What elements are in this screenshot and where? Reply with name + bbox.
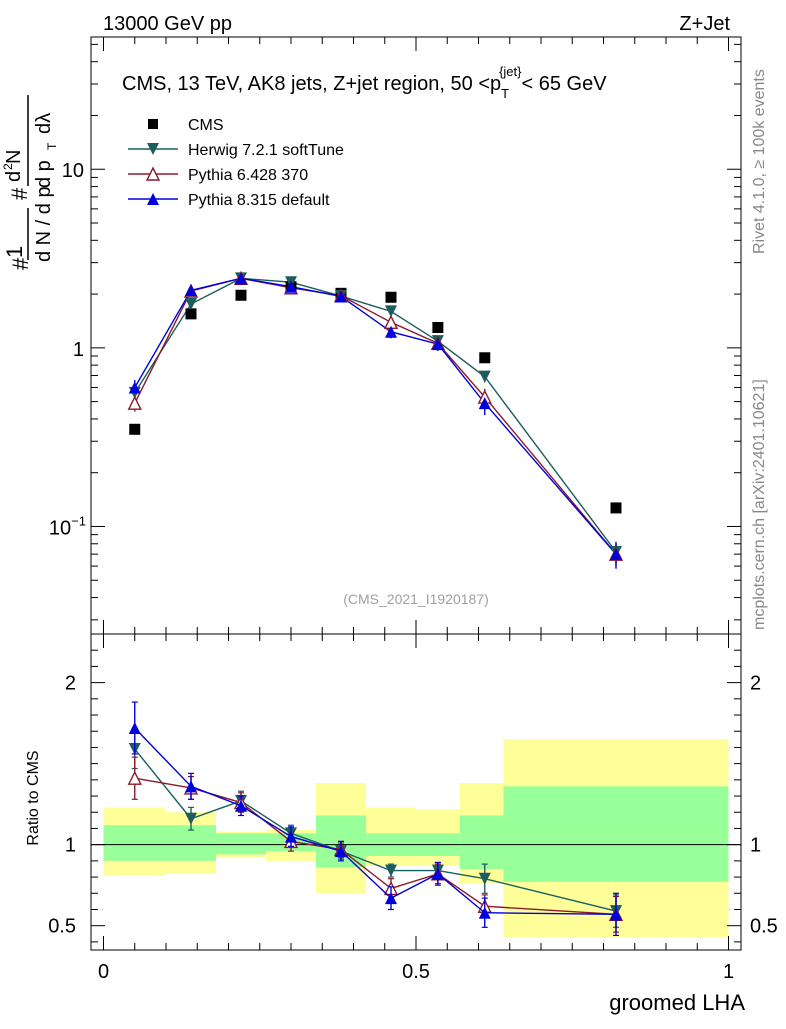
x-tick-label: 1 [723, 961, 734, 983]
ratio-point-triangle-up [185, 780, 197, 793]
analysis-tag: (CMS_2021_I1920187) [343, 591, 489, 607]
ratio-band-stat [216, 833, 266, 855]
rivet-version-label: Rivet 4.1.0, ≥ 100k events [751, 69, 768, 254]
main-plot-marks [127, 270, 624, 569]
main-point-triangle-up [431, 338, 444, 351]
main-point-triangle-up [335, 290, 347, 303]
ratio-y-tick-label-left: 0.5 [48, 916, 76, 938]
x-axis: 0 0.5 1 [98, 37, 734, 983]
x-axis-label: groomed LHA [609, 990, 745, 1015]
legend-label: Herwig 7.2.1 softTune [188, 142, 344, 159]
ratio-point-triangle-down [385, 864, 397, 877]
legend-marker [147, 193, 159, 205]
ratio-point-triangle-up [235, 799, 247, 812]
main-point-triangle-down [478, 370, 491, 383]
svg-text:d p: d p [33, 160, 55, 188]
ratio-point-triangle-down [478, 872, 491, 885]
x-tick-label: 0 [98, 961, 109, 983]
x-tick-label: 0.5 [402, 961, 430, 983]
ratio-y-tick-label-right: 0.5 [750, 916, 778, 938]
chart-title-tail: < 65 GeV [522, 73, 608, 95]
main-y-tick-label: 1 [73, 339, 84, 361]
ratio-point-triangle-up [335, 845, 347, 858]
main-line-triangle-up [134, 277, 617, 555]
ratio-y-tick-label-left: 2 [65, 673, 76, 695]
ratio-band-stat [166, 825, 216, 861]
main-point-triangle-down [385, 305, 397, 318]
chart-title-main: CMS, 13 TeV, AK8 jets, Z+jet region, 50 … [122, 73, 501, 95]
main-point-triangle-up [235, 272, 247, 285]
chart-title-sub: T [501, 86, 509, 101]
main-point-square [610, 502, 622, 514]
header-left-label: 13000 GeV pp [103, 13, 232, 35]
main-point-square [385, 291, 397, 303]
header-right-label: Z+Jet [679, 13, 730, 35]
main-point-triangle-down [185, 297, 197, 310]
main-point-triangle-up [478, 397, 491, 410]
ratio-plot-marks [91, 701, 741, 938]
svg-text:dλ: dλ [33, 113, 55, 134]
main-y-tick-label: 10 [62, 160, 84, 182]
ratio-band-stat [103, 825, 166, 861]
ratio-band-stat [459, 815, 504, 869]
ratio-point-triangle-up [478, 906, 491, 919]
main-point-triangle-up [610, 548, 622, 561]
main-point-square [129, 423, 141, 435]
main-point-square [479, 352, 491, 364]
legend-marker [148, 119, 158, 129]
ratio-band-stat [503, 786, 729, 882]
chart-title: CMS, 13 TeV, AK8 jets, Z+jet region, 50 … [122, 64, 607, 101]
svg-text:T: T [45, 142, 59, 150]
svg-text:N: N [3, 150, 25, 164]
main-line-triangle-open [134, 277, 617, 555]
legend-label: Pythia 6.428 370 [188, 167, 308, 184]
main-point-triangle-up [185, 284, 197, 297]
main-point-triangle-open [127, 395, 142, 410]
ratio-point-triangle-down [185, 812, 197, 825]
legend-marker [145, 166, 161, 181]
chart-title-sup: {jet} [499, 64, 522, 79]
ratio-point-triangle-up [610, 908, 622, 921]
ratio-y-tick-label-left: 1 [65, 835, 76, 857]
ratio-y-axis: 0.5 0.5 1 1 2 2 [48, 649, 778, 943]
ratio-panel: 0.5 0.5 1 1 2 2 [48, 633, 778, 951]
ratio-point-triangle-up [431, 867, 444, 880]
main-line-triangle-down [134, 277, 617, 553]
main-y-tick-label: 10−1 [49, 513, 86, 539]
main-point-square [432, 321, 444, 333]
svg-text:d: d [3, 171, 25, 182]
main-point-triangle-up [285, 280, 297, 293]
legend-label: CMS [188, 117, 224, 134]
main-y-axis-label: # 1 d N / d p # d 2 N d p T dλ [1, 95, 59, 270]
svg-text:2: 2 [1, 163, 15, 170]
ratio-point-triangle-up [385, 892, 397, 905]
main-point-triangle-up [385, 325, 397, 338]
legend-label: Pythia 8.315 default [188, 192, 330, 209]
svg-text:#: # [8, 257, 33, 270]
main-point-square [185, 308, 197, 320]
ratio-point-triangle-up [285, 830, 297, 843]
main-y-axis: 10−1 1 10 [49, 43, 741, 621]
main-point-square [235, 289, 247, 301]
svg-text:d N / d p: d N / d p [33, 186, 55, 262]
ratio-y-axis-label: Ratio to CMS [25, 750, 42, 845]
ratio-y-tick-label-right: 2 [750, 673, 761, 695]
ratio-y-tick-label-right: 1 [750, 835, 761, 857]
main-point-triangle-up [128, 381, 141, 394]
main-panel: 10−1 1 10 CMS, 13 TeV, AK8 jets, Z+jet reg… [49, 36, 742, 635]
svg-text:#: # [7, 187, 32, 200]
mcplots-label: mcplots.cern.ch [arXiv:2401.10621] [751, 379, 768, 630]
ratio-point-triangle-up [128, 721, 141, 734]
svg-text:1: 1 [2, 246, 27, 258]
legend-marker [147, 143, 159, 155]
ratio-point-triangle-open [127, 770, 142, 785]
legend: CMS Herwig 7.2.1 softTune Pythia 6.428 370… [128, 117, 344, 209]
